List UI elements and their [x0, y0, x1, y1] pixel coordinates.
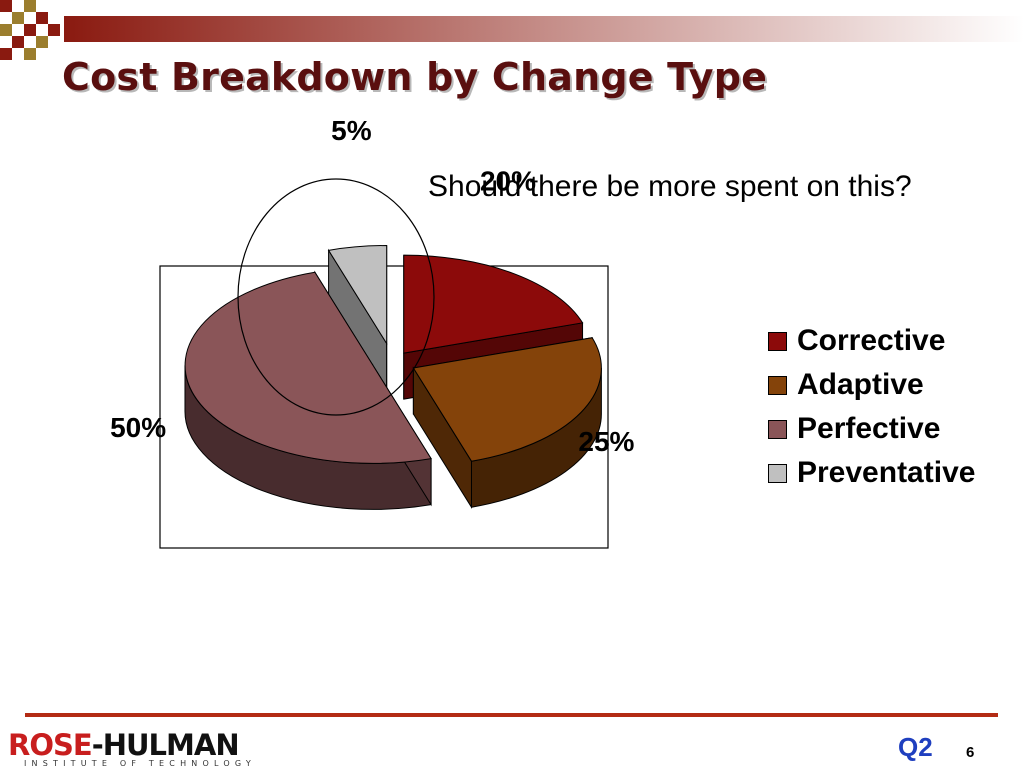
legend: Corrective Adaptive Perfective Preventat…	[768, 319, 975, 495]
title-decoration	[0, 0, 1024, 60]
pie-top-adaptive	[412, 337, 602, 462]
data-labels-group: 20% 25% 50% 5%	[110, 115, 634, 457]
highlight-circle	[237, 178, 435, 416]
legend-label-adaptive: Adaptive	[797, 368, 924, 401]
pie-slice-perfective	[184, 270, 432, 510]
legend-swatch-corrective	[768, 331, 787, 351]
legend-item: Adaptive	[768, 363, 975, 407]
slices-group	[184, 245, 602, 510]
footer-rule	[25, 713, 998, 717]
data-label-adaptive: 25%	[578, 426, 634, 457]
page-number: 6	[966, 744, 975, 761]
pie-top-perfective	[184, 271, 432, 464]
pie-slice-adaptive	[412, 337, 602, 509]
data-label-corrective: 20%	[480, 166, 536, 197]
legend-item: Perfective	[768, 407, 975, 451]
question-label: Q2	[898, 732, 933, 762]
page-title: Cost Breakdown by Change Type	[62, 55, 768, 99]
legend-label-preventative: Preventative	[797, 456, 976, 489]
logo-part-hulman: -HULMAN	[91, 728, 240, 762]
legend-item: Corrective	[768, 319, 975, 363]
logo-wordmark: ROSE-HULMAN	[8, 730, 256, 760]
legend-swatch-perfective	[768, 419, 787, 439]
data-label-perfective: 50%	[110, 412, 166, 443]
data-label-preventative: 5%	[331, 115, 372, 146]
annotation-text: Should there be more spent on this?	[428, 170, 912, 203]
rose-hulman-logo: ROSE-HULMAN INSTITUTE OF TECHNOLOGY	[8, 730, 256, 768]
legend-swatch-preventative	[768, 463, 787, 483]
legend-label-perfective: Perfective	[797, 412, 941, 445]
legend-item: Preventative	[768, 451, 975, 495]
logo-subtitle: INSTITUTE OF TECHNOLOGY	[24, 759, 256, 768]
legend-label-corrective: Corrective	[797, 324, 946, 357]
pie-top-preventative	[327, 245, 388, 346]
legend-swatch-adaptive	[768, 375, 787, 395]
logo-part-rose: ROSE	[8, 728, 93, 762]
